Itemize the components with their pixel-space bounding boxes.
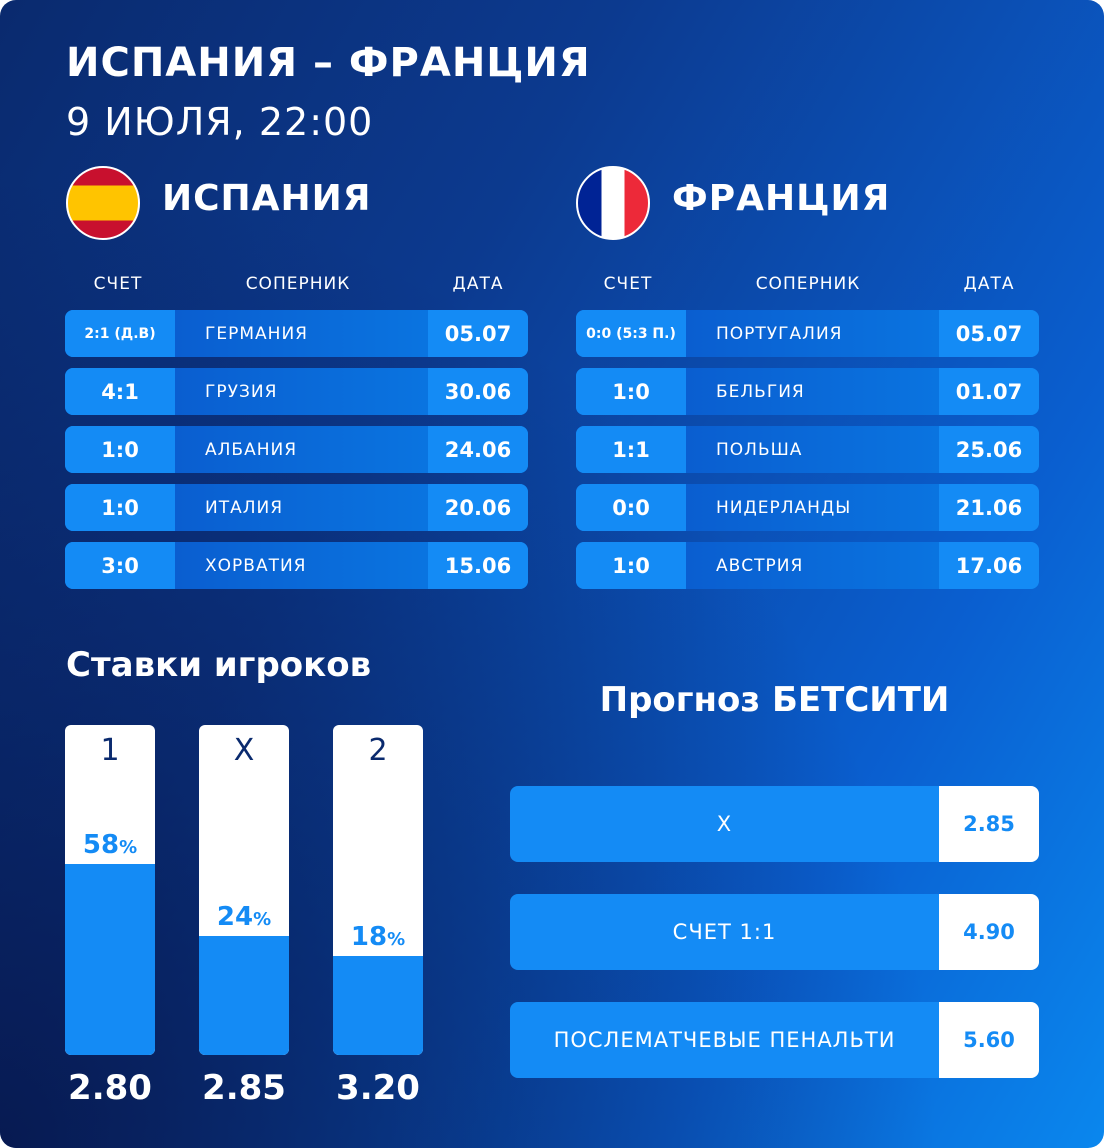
match-row: 3:0 ХОРВАТИЯ 15.06 [65,542,528,589]
match-opponent: БЕЛЬГИЯ [686,368,939,415]
forecast-label: Х [510,786,939,862]
match-score: 1:0 [65,484,175,531]
match-score: 0:0 (5:3 П.) [576,310,686,357]
match-row: 1:0 ИТАЛИЯ 20.06 [65,484,528,531]
forecast-label: ПОСЛЕМАТЧЕВЫЕ ПЕНАЛЬТИ [510,1002,939,1078]
match-date: 17.06 [939,542,1039,589]
forecast-item: СЧЕТ 1:1 4.90 [510,894,1039,970]
spain-flag-icon [66,166,140,240]
page-title: ИСПАНИЯ – ФРАНЦИЯ [66,40,591,86]
bet-odds-1: 2.80 [68,1068,152,1108]
match-date: 25.06 [939,426,1039,473]
forecast-title: Прогноз БЕТСИТИ [599,680,950,720]
match-date: 05.07 [428,310,528,357]
bet-odds-x: 2.85 [202,1068,286,1108]
match-row: 0:0 НИДЕРЛАНДЫ 21.06 [576,484,1039,531]
match-date: 20.06 [428,484,528,531]
bet-bar-2: 2 18% [333,725,423,1055]
bet-bar-fill [65,864,155,1055]
bet-outcome-label: 2 [368,733,388,768]
bet-outcome-label: X [233,733,255,768]
match-date: 05.07 [939,310,1039,357]
match-opponent: ХОРВАТИЯ [175,542,428,589]
bet-bar-1: 1 58% [65,725,155,1055]
column-header-opponent: СОПЕРНИК [245,274,351,294]
match-score: 4:1 [65,368,175,415]
team-name-france: ФРАНЦИЯ [672,178,891,219]
match-date: 21.06 [939,484,1039,531]
match-opponent: ПОРТУГАЛИЯ [686,310,939,357]
column-header-opponent: СОПЕРНИК [755,274,861,294]
forecast-odds: 4.90 [939,894,1039,970]
bet-bar-fill [333,956,423,1055]
bet-odds-2: 3.20 [336,1068,420,1108]
column-header-score: СЧЕТ [603,274,653,294]
match-row: 2:1 (Д.В) ГЕРМАНИЯ 05.07 [65,310,528,357]
match-row: 0:0 (5:3 П.) ПОРТУГАЛИЯ 05.07 [576,310,1039,357]
match-row: 1:0 АЛБАНИЯ 24.06 [65,426,528,473]
team-name-spain: ИСПАНИЯ [162,178,372,219]
match-score: 2:1 (Д.В) [65,310,175,357]
match-opponent: АВСТРИЯ [686,542,939,589]
match-row: 1:0 АВСТРИЯ 17.06 [576,542,1039,589]
bet-bar-x: X 24% [199,725,289,1055]
bet-percent: 18% [350,922,406,952]
match-row: 1:0 БЕЛЬГИЯ 01.07 [576,368,1039,415]
match-opponent: ПОЛЬША [686,426,939,473]
match-date: 01.07 [939,368,1039,415]
forecast-odds: 5.60 [939,1002,1039,1078]
column-header-date: ДАТА [452,274,504,294]
match-row: 4:1 ГРУЗИЯ 30.06 [65,368,528,415]
bet-outcome-label: 1 [100,733,120,768]
forecast-item: ПОСЛЕМАТЧЕВЫЕ ПЕНАЛЬТИ 5.60 [510,1002,1039,1078]
bet-percent: 58% [82,830,138,860]
match-opponent: НИДЕРЛАНДЫ [686,484,939,531]
match-date: 30.06 [428,368,528,415]
match-date: 24.06 [428,426,528,473]
match-date: 15.06 [428,542,528,589]
column-header-score: СЧЕТ [93,274,143,294]
forecast-odds: 2.85 [939,786,1039,862]
match-row: 1:1 ПОЛЬША 25.06 [576,426,1039,473]
forecast-item: Х 2.85 [510,786,1039,862]
match-opponent: ГРУЗИЯ [175,368,428,415]
column-header-date: ДАТА [963,274,1015,294]
match-datetime: 9 ИЮЛЯ, 22:00 [66,100,374,144]
bet-bar-fill [199,936,289,1055]
match-score: 1:0 [576,368,686,415]
match-score: 1:1 [576,426,686,473]
forecast-label: СЧЕТ 1:1 [510,894,939,970]
france-flag-icon [576,166,650,240]
match-score: 1:0 [576,542,686,589]
match-opponent: ИТАЛИЯ [175,484,428,531]
bets-title: Ставки игроков [66,645,372,685]
match-opponent: АЛБАНИЯ [175,426,428,473]
match-opponent: ГЕРМАНИЯ [175,310,428,357]
match-score: 1:0 [65,426,175,473]
match-score: 0:0 [576,484,686,531]
bet-percent: 24% [216,902,272,932]
match-score: 3:0 [65,542,175,589]
